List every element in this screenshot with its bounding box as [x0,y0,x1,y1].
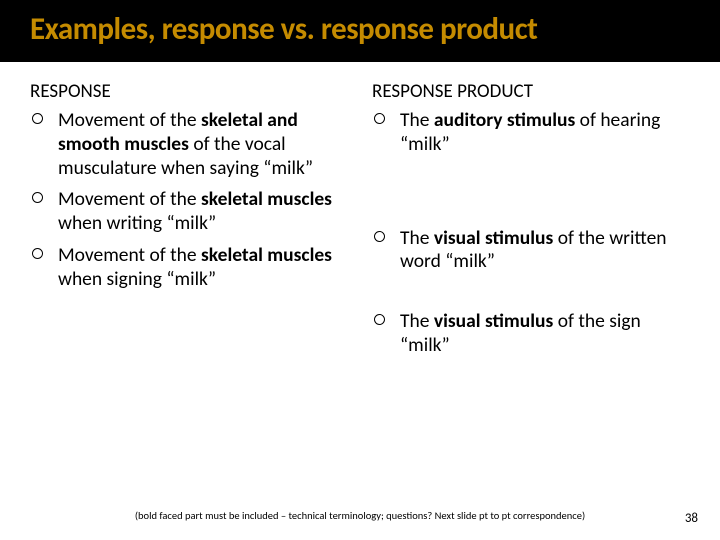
bullet-icon [32,248,43,259]
list-item-text: Movement of the skeletal muscles when wr… [58,187,332,235]
text-bold: skeletal muscles [201,243,332,267]
list-item-text: The auditory stimulus of hearing “milk” [400,108,660,156]
content-area: RESPONSE Movement of the skeletal and sm… [0,62,720,366]
right-heading: RESPONSE PRODUCT [372,80,690,103]
page-number: 38 [685,511,698,526]
text-pre: The [400,309,434,333]
left-column: RESPONSE Movement of the skeletal and sm… [30,80,366,366]
text-bold: skeletal muscles [201,187,332,211]
slide: Examples, response vs. response product … [0,0,720,540]
right-list: The auditory stimulus of hearing “milk” … [372,109,690,358]
slide-title: Examples, response vs. response product [30,10,690,48]
list-item-text: The visual stimulus of the written word … [400,226,667,274]
footnote: (bold faced part must be included – tech… [0,509,720,522]
list-item: Movement of the skeletal muscles when wr… [30,188,348,236]
list-item: Movement of the skeletal and smooth musc… [30,109,348,180]
bullet-icon [374,231,385,242]
list-item-text: The visual stimulus of the sign “milk” [400,309,641,357]
text-pre: Movement of the [58,187,201,211]
text-pre: The [400,226,434,250]
left-list: Movement of the skeletal and smooth musc… [30,109,348,291]
list-item-text: Movement of the skeletal muscles when si… [58,243,332,291]
text-post: when signing “milk” [58,267,216,291]
list-item: The auditory stimulus of hearing “milk” [372,109,690,157]
bullet-icon [32,192,43,203]
bullet-icon [32,113,43,124]
text-bold: auditory stimulus [434,108,575,132]
text-pre: The [400,108,434,132]
bullet-icon [374,314,385,325]
title-bar: Examples, response vs. response product [0,0,720,62]
text-bold: visual stimulus [434,309,553,333]
text-pre: Movement of the [58,243,201,267]
text-bold: visual stimulus [434,226,553,250]
list-item: The visual stimulus of the written word … [372,227,690,275]
list-item-text: Movement of the skeletal and smooth musc… [58,108,313,180]
list-item: The visual stimulus of the sign “milk” [372,310,690,358]
list-item: Movement of the skeletal muscles when si… [30,244,348,292]
right-column: RESPONSE PRODUCT The auditory stimulus o… [366,80,690,366]
left-heading: RESPONSE [30,80,348,103]
text-post: when writing “milk” [58,211,216,235]
bullet-icon [374,113,385,124]
text-pre: Movement of the [58,108,201,132]
